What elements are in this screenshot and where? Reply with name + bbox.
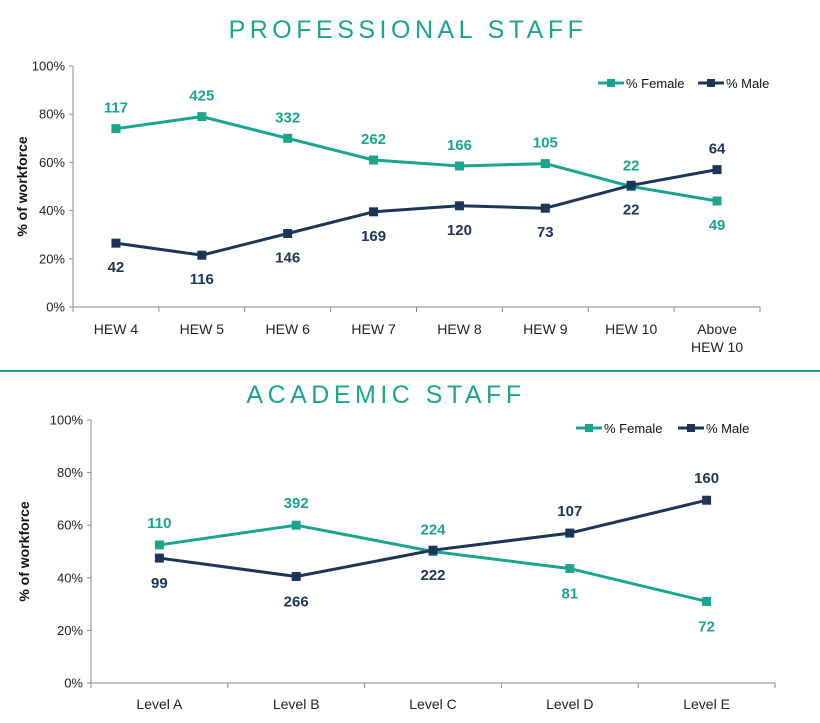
data-label: 262 — [361, 131, 386, 148]
x-tick-label: Above HEW 10 — [691, 321, 743, 355]
legend-entry: % Female — [604, 421, 663, 436]
legend-entry: % Male — [706, 421, 749, 436]
data-point — [291, 520, 301, 530]
academic-staff-chart: ACADEMIC STAFF 0% 20% 40% 60% 80% 100% Level A… — [16, 381, 776, 712]
legend-marker — [687, 424, 695, 432]
data-point — [154, 540, 164, 550]
x-tick-label: HEW 7 — [351, 321, 396, 337]
data-label: 22 — [623, 201, 640, 218]
x-tick-label: HEW 9 — [523, 321, 568, 337]
y-tick-label: 0% — [46, 300, 65, 315]
data-point — [712, 196, 722, 206]
data-label: 222 — [420, 567, 445, 584]
legend: % Female % Male — [576, 421, 749, 436]
y-tick-label: 60% — [39, 155, 65, 170]
y-tick-label: 20% — [57, 623, 83, 638]
x-tick-label: HEW 8 — [437, 321, 482, 337]
x-tick-label: Level C — [409, 696, 456, 712]
data-label: 116 — [190, 271, 214, 288]
data-point — [283, 133, 293, 143]
data-label: 73 — [537, 224, 554, 241]
y-axis-title: % of workforce — [16, 501, 32, 602]
y-tick-label: 100% — [32, 59, 66, 74]
x-tick-label: HEW 10 — [605, 321, 657, 337]
data-point — [565, 564, 575, 574]
legend-marker — [585, 424, 593, 432]
data-label: 42 — [108, 259, 125, 276]
y-tick-label: 100% — [50, 413, 84, 428]
data-point — [197, 112, 207, 122]
data-label: 166 — [447, 137, 472, 154]
x-tick-label: Level A — [136, 696, 183, 712]
data-point — [283, 228, 293, 238]
data-point — [197, 250, 207, 260]
data-label: 64 — [709, 141, 726, 158]
data-label: 49 — [709, 217, 726, 234]
data-point — [369, 155, 379, 165]
x-tick-label: Level D — [546, 696, 593, 712]
x-tick-label: HEW 4 — [94, 321, 139, 337]
data-point — [111, 124, 121, 134]
data-label: 146 — [275, 249, 300, 266]
y-tick-label: 60% — [57, 518, 83, 533]
legend-marker — [607, 79, 615, 87]
series-male: 99 266 222 107 160 — [151, 470, 719, 610]
y-tick-label: 80% — [39, 107, 65, 122]
data-label: 332 — [275, 109, 300, 126]
data-point — [154, 553, 164, 563]
data-point — [702, 495, 712, 505]
legend: % Female % Male — [598, 76, 769, 91]
x-tick-label: HEW 6 — [266, 321, 311, 337]
data-point — [540, 159, 550, 169]
series-female: 110 392 224 81 72 — [147, 495, 715, 635]
data-point — [369, 207, 379, 217]
data-label: 117 — [104, 100, 128, 117]
data-label: 266 — [284, 593, 309, 610]
data-point — [626, 180, 636, 190]
data-label: 81 — [561, 586, 578, 603]
x-tick-label: Level E — [683, 696, 730, 712]
series-male: 42 116 146 169 120 73 22 64 — [108, 141, 726, 289]
chart-title: PROFESSIONAL STAFF — [229, 16, 588, 44]
data-label: 72 — [698, 618, 715, 635]
data-point — [702, 596, 712, 606]
x-tick-label: HEW 5 — [180, 321, 225, 337]
data-label: 425 — [189, 88, 214, 105]
data-point — [291, 571, 301, 581]
y-tick-label: 80% — [57, 465, 83, 480]
data-label: 120 — [447, 222, 472, 239]
series-line — [115, 115, 718, 203]
data-label: 169 — [361, 228, 386, 245]
data-point — [111, 238, 121, 248]
data-label: 110 — [147, 515, 171, 532]
x-tick-label: Level B — [273, 696, 320, 712]
data-point — [454, 201, 464, 211]
data-point — [454, 161, 464, 171]
legend-entry: % Male — [726, 76, 769, 91]
y-tick-label: 40% — [57, 570, 83, 585]
y-tick-label: 20% — [39, 251, 65, 266]
chart-title: ACADEMIC STAFF — [246, 381, 525, 409]
legend-marker — [707, 79, 715, 87]
data-label: 99 — [151, 575, 168, 592]
data-point — [540, 203, 550, 213]
y-axis-title: % of workforce — [14, 136, 30, 237]
data-point — [712, 165, 722, 175]
data-label: 105 — [533, 135, 558, 152]
y-tick-label: 0% — [64, 676, 83, 691]
data-label: 224 — [420, 522, 446, 539]
legend-entry: % Female — [626, 76, 685, 91]
data-label: 160 — [694, 470, 719, 487]
data-label: 22 — [623, 158, 640, 175]
data-label: 392 — [284, 495, 309, 512]
data-point — [565, 528, 575, 538]
data-point — [428, 545, 438, 555]
data-label: 107 — [557, 503, 582, 520]
y-tick-label: 40% — [39, 203, 65, 218]
professional-staff-chart: PROFESSIONAL STAFF 0% 20% 40% 60% 80% 100% HEW… — [14, 16, 769, 355]
series-line — [115, 168, 718, 257]
